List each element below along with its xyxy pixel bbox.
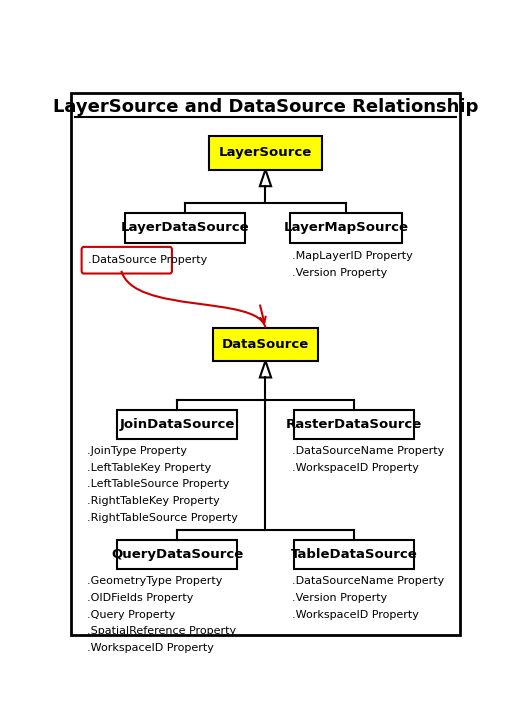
Text: LayerDataSource: LayerDataSource <box>121 221 250 234</box>
Text: .OIDFields Property: .OIDFields Property <box>87 593 193 603</box>
FancyBboxPatch shape <box>294 541 414 570</box>
Text: .SpatialReference Property: .SpatialReference Property <box>87 626 236 636</box>
Text: .DataSource Property: .DataSource Property <box>89 255 208 265</box>
Text: .WorkspaceID Property: .WorkspaceID Property <box>292 610 419 620</box>
FancyBboxPatch shape <box>71 93 460 635</box>
Text: LayerSource: LayerSource <box>219 146 312 159</box>
FancyBboxPatch shape <box>125 212 246 243</box>
FancyBboxPatch shape <box>117 410 237 439</box>
Text: TableDataSource: TableDataSource <box>291 549 417 562</box>
Text: .WorkspaceID Property: .WorkspaceID Property <box>292 463 419 473</box>
Text: RasterDataSource: RasterDataSource <box>285 418 422 431</box>
Text: .LeftTableKey Property: .LeftTableKey Property <box>87 463 211 473</box>
FancyBboxPatch shape <box>290 212 402 243</box>
FancyBboxPatch shape <box>213 328 318 361</box>
Text: .Query Property: .Query Property <box>87 610 175 620</box>
Text: LayerMapSource: LayerMapSource <box>283 221 408 234</box>
Text: .DataSourceName Property: .DataSourceName Property <box>292 446 444 456</box>
Text: .JoinType Property: .JoinType Property <box>87 446 187 456</box>
Text: .DataSourceName Property: .DataSourceName Property <box>292 577 444 587</box>
Text: .LeftTableSource Property: .LeftTableSource Property <box>87 480 229 490</box>
Text: .GeometryType Property: .GeometryType Property <box>87 577 222 587</box>
FancyBboxPatch shape <box>209 136 322 169</box>
Text: .Version Property: .Version Property <box>292 593 387 603</box>
Text: LayerSource and DataSource Relationship: LayerSource and DataSource Relationship <box>53 98 478 116</box>
Text: .Version Property: .Version Property <box>292 268 387 278</box>
Text: .RightTableKey Property: .RightTableKey Property <box>87 496 220 506</box>
Text: QueryDataSource: QueryDataSource <box>111 549 243 562</box>
Text: .MapLayerID Property: .MapLayerID Property <box>292 251 412 261</box>
Text: .WorkspaceID Property: .WorkspaceID Property <box>87 643 214 653</box>
FancyBboxPatch shape <box>82 247 172 274</box>
FancyBboxPatch shape <box>117 541 237 570</box>
Text: DataSource: DataSource <box>222 338 309 351</box>
Text: .RightTableSource Property: .RightTableSource Property <box>87 513 238 523</box>
Text: JoinDataSource: JoinDataSource <box>120 418 235 431</box>
FancyBboxPatch shape <box>294 410 414 439</box>
